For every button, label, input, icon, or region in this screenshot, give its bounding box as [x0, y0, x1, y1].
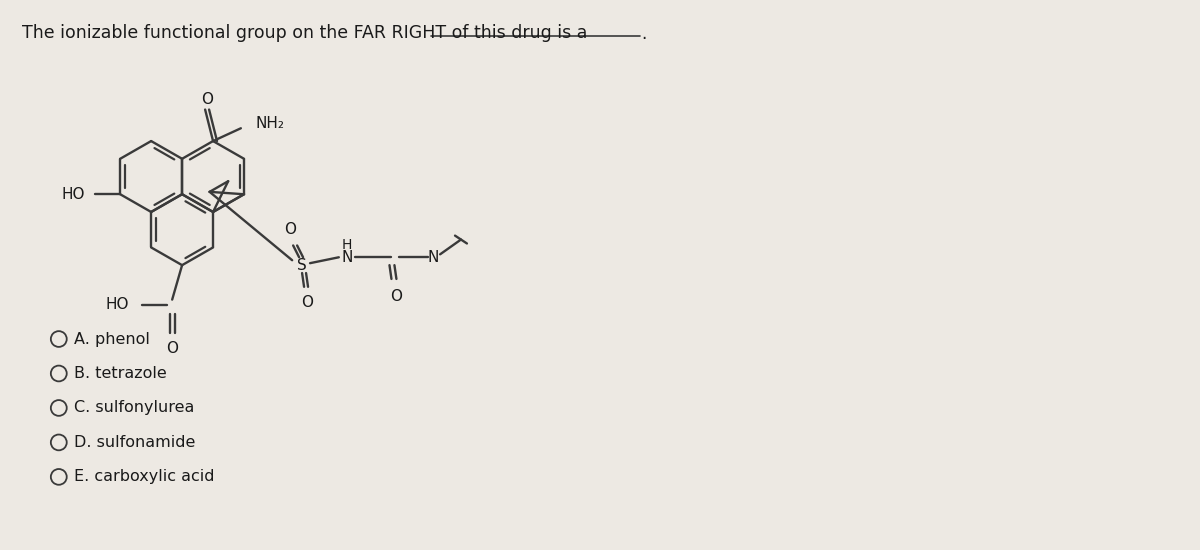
Text: NH₂: NH₂ — [256, 116, 284, 131]
Text: O: O — [166, 342, 178, 356]
Text: H: H — [342, 239, 352, 252]
Text: E. carboxylic acid: E. carboxylic acid — [73, 469, 214, 485]
Text: O: O — [202, 92, 214, 107]
Text: O: O — [284, 222, 296, 237]
Text: A. phenol: A. phenol — [73, 332, 150, 346]
Text: C. sulfonylurea: C. sulfonylurea — [73, 400, 194, 415]
Text: HO: HO — [106, 297, 130, 312]
Text: .: . — [642, 25, 647, 43]
Text: N: N — [427, 250, 439, 265]
Text: HO: HO — [62, 187, 85, 202]
Text: S: S — [298, 257, 307, 273]
Text: The ionizable functional group on the FAR RIGHT of this drug is a: The ionizable functional group on the FA… — [22, 24, 588, 42]
Text: D. sulfonamide: D. sulfonamide — [73, 435, 196, 450]
Text: B. tetrazole: B. tetrazole — [73, 366, 167, 381]
Text: N: N — [341, 250, 353, 265]
Text: O: O — [390, 289, 402, 304]
Text: O: O — [301, 295, 313, 310]
